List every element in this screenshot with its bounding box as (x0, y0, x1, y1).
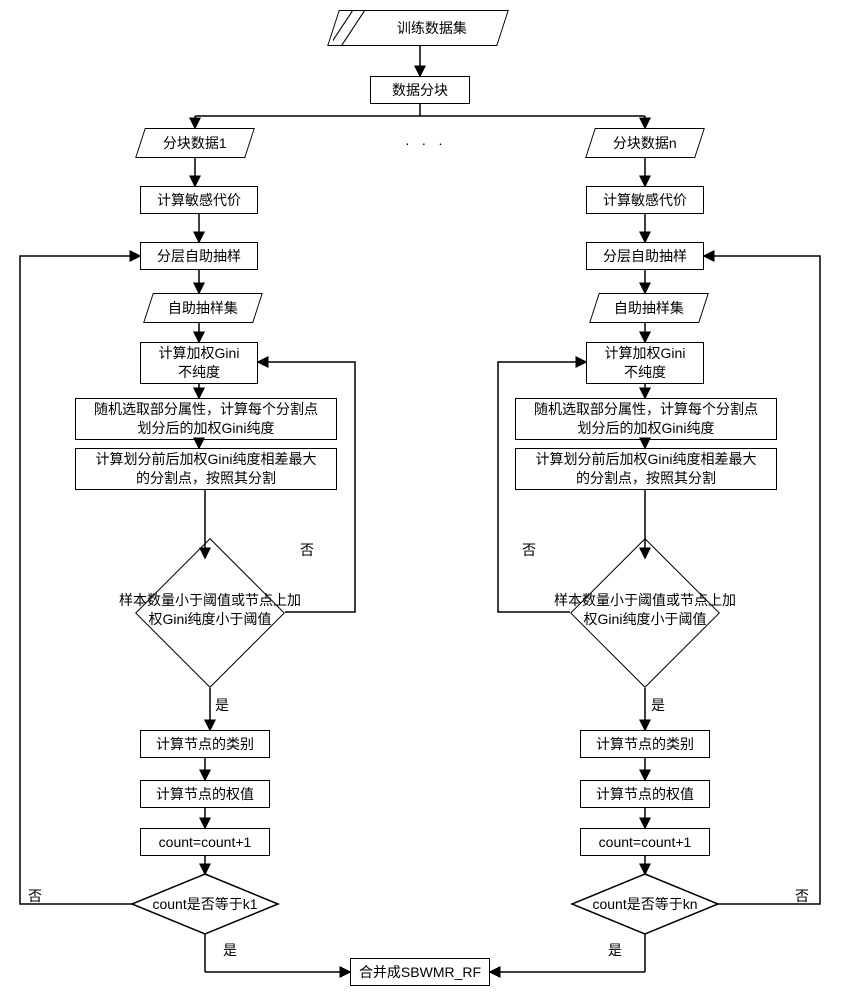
right-compute-weight: 计算节点的权值 (580, 780, 710, 808)
left-data-block-label: 分块数据1 (163, 134, 227, 153)
left-count-label: count是否等于k1 (140, 894, 270, 914)
right-stratified-sampling: 分层自助抽样 (586, 242, 704, 270)
data-split-box: 数据分块 (370, 76, 470, 104)
left-compute-class-label: 计算节点的类别 (156, 735, 254, 754)
right-stratified-sampling-label: 分层自助抽样 (603, 247, 687, 266)
left-max-diff-split: 计算划分前后加权Gini纯度相差最大 的分割点，按照其分割 (75, 448, 337, 490)
left-compute-cost-label: 计算敏感代价 (157, 191, 241, 210)
data-split-label: 数据分块 (392, 81, 448, 100)
left-count-inc: count=count+1 (140, 828, 270, 856)
right-threshold-label: 样本数量小于阈值或节点上加 权Gini纯度小于阈值 (540, 580, 750, 640)
left-weighted-gini-label: 计算加权Gini 不纯度 (159, 344, 240, 382)
left-bootstrap-set: 自助抽样集 (143, 293, 263, 323)
right-bootstrap-set: 自助抽样集 (589, 293, 709, 323)
right-compute-cost-label: 计算敏感代价 (603, 191, 687, 210)
right-compute-weight-label: 计算节点的权值 (596, 785, 694, 804)
merge-box: 合并成SBWMR_RF (350, 958, 490, 986)
right-d2-no: 否 (795, 886, 809, 906)
right-max-diff-split: 计算划分前后加权Gini纯度相差最大 的分割点，按照其分割 (515, 448, 777, 490)
left-compute-class: 计算节点的类别 (140, 730, 270, 758)
merge-label: 合并成SBWMR_RF (359, 963, 481, 982)
left-stratified-sampling-label: 分层自助抽样 (157, 247, 241, 266)
right-compute-class: 计算节点的类别 (580, 730, 710, 758)
right-data-block-label: 分块数据n (613, 134, 677, 153)
left-d1-yes: 是 (215, 695, 229, 715)
left-max-diff-split-label: 计算划分前后加权Gini纯度相差最大 的分割点，按照其分割 (96, 450, 317, 488)
left-random-attr-label: 随机选取部分属性，计算每个分割点 划分后的加权Gini纯度 (94, 400, 318, 438)
training-set-label: 训练数据集 (369, 19, 467, 38)
left-compute-weight-label: 计算节点的权值 (156, 785, 254, 804)
right-count-label: count是否等于kn (580, 894, 710, 914)
left-compute-cost: 计算敏感代价 (140, 186, 258, 214)
left-bootstrap-set-label: 自助抽样集 (168, 299, 238, 318)
right-d2-yes: 是 (608, 940, 622, 960)
right-weighted-gini: 计算加权Gini 不纯度 (586, 342, 704, 384)
ellipsis: · · · (405, 135, 447, 151)
left-d1-no: 否 (300, 540, 314, 560)
right-count-inc-label: count=count+1 (599, 833, 692, 852)
left-random-attr: 随机选取部分属性，计算每个分割点 划分后的加权Gini纯度 (75, 398, 337, 440)
left-d2-no: 否 (28, 886, 42, 906)
hatch-decoration (333, 10, 383, 46)
right-random-attr: 随机选取部分属性，计算每个分割点 划分后的加权Gini纯度 (515, 398, 777, 440)
right-count-inc: count=count+1 (580, 828, 710, 856)
left-threshold-label: 样本数量小于阈值或节点上加 权Gini纯度小于阈值 (105, 580, 315, 640)
right-max-diff-split-label: 计算划分前后加权Gini纯度相差最大 的分割点，按照其分割 (536, 450, 757, 488)
left-weighted-gini: 计算加权Gini 不纯度 (140, 342, 258, 384)
right-random-attr-label: 随机选取部分属性，计算每个分割点 划分后的加权Gini纯度 (534, 400, 758, 438)
left-stratified-sampling: 分层自助抽样 (140, 242, 258, 270)
left-compute-weight: 计算节点的权值 (140, 780, 270, 808)
right-d1-no: 否 (522, 540, 536, 560)
right-compute-class-label: 计算节点的类别 (596, 735, 694, 754)
right-data-block: 分块数据n (585, 128, 705, 158)
left-count-inc-label: count=count+1 (159, 833, 252, 852)
left-data-block: 分块数据1 (135, 128, 255, 158)
right-compute-cost: 计算敏感代价 (586, 186, 704, 214)
right-weighted-gini-label: 计算加权Gini 不纯度 (605, 344, 686, 382)
right-d1-yes: 是 (651, 695, 665, 715)
right-bootstrap-set-label: 自助抽样集 (614, 299, 684, 318)
left-d2-yes: 是 (223, 940, 237, 960)
